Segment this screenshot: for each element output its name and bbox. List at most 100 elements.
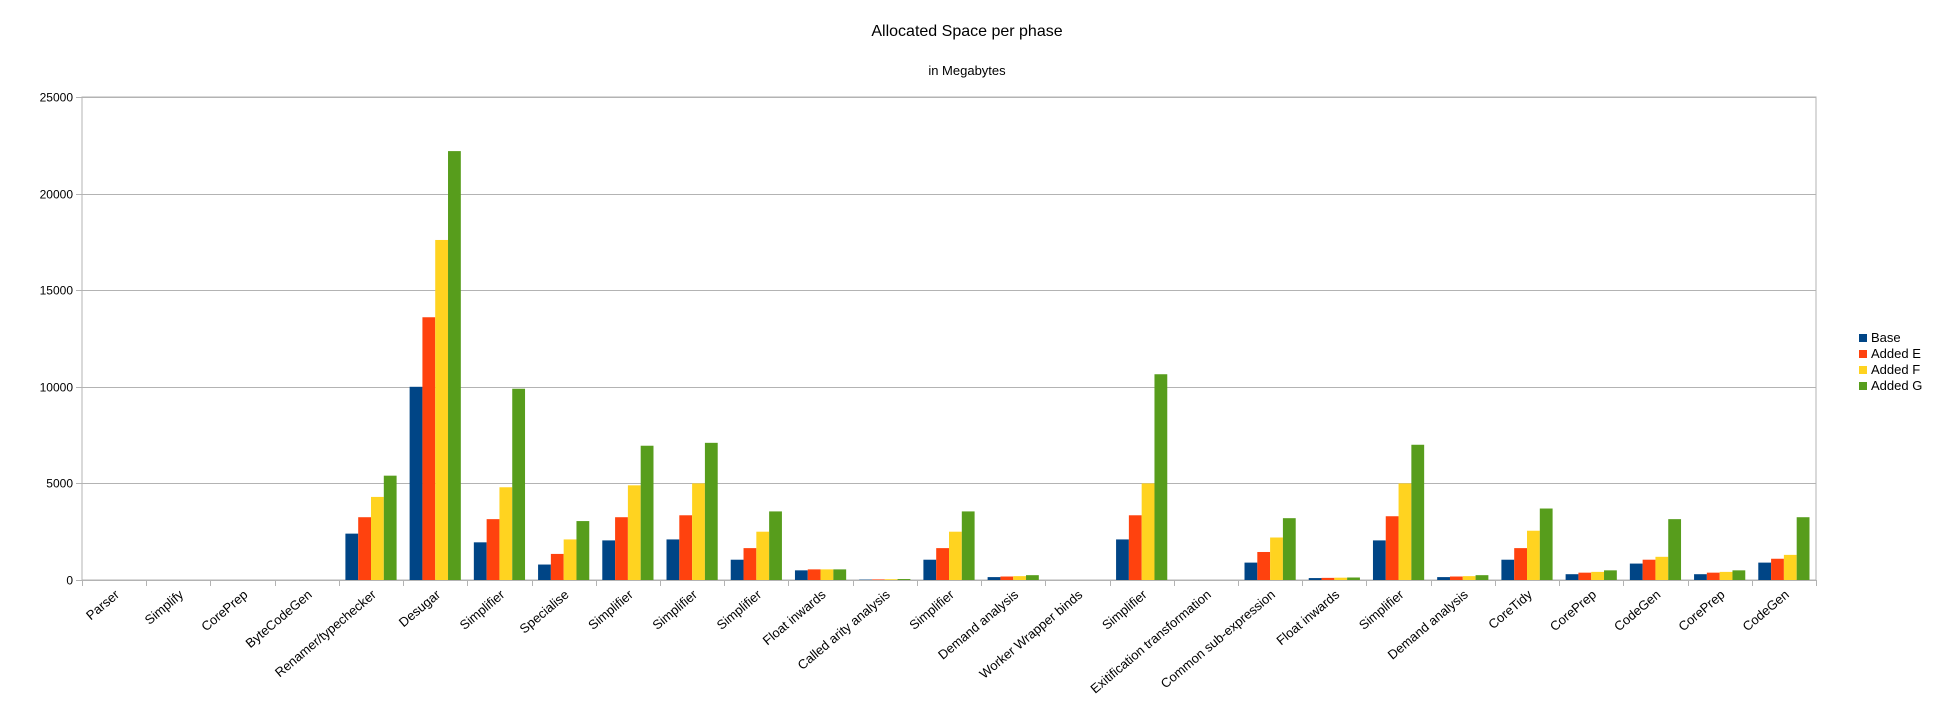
bar [499,487,513,580]
bar [1796,517,1810,580]
y-tick-label: 0 [66,574,73,588]
legend-label: Added G [1871,378,1922,393]
category-label: Simplifier [906,586,957,632]
category-label: Common sub-expression [1158,587,1278,691]
bar [1758,562,1772,580]
bar [1398,483,1412,580]
category-label: Worker Wrapper binds [976,586,1085,681]
y-axis: 0 5000 10000 15000 20000 25000 [40,91,82,588]
y-tick-label: 20000 [40,188,74,202]
category-label: Desugar [396,586,444,630]
y-tick-label: 5000 [46,477,73,491]
bar [1719,571,1733,580]
y-tick-label: 10000 [40,381,74,395]
bar [704,442,718,580]
category-label: Simplifier [714,586,765,632]
bar [949,531,962,580]
category-label: CorePrep [1675,587,1727,634]
category-label: CodeGen [1611,587,1663,634]
bar [1629,563,1643,580]
bar [1257,551,1271,580]
bar [1347,577,1360,580]
legend-label: Added E [1871,346,1921,361]
bar [833,569,847,580]
bar [627,485,641,580]
bar [769,511,782,580]
category-label: Simplifier [585,586,636,632]
bar [1270,537,1283,580]
legend-swatch [1859,366,1867,374]
bar [1026,575,1039,580]
bar [923,559,937,580]
bar [383,475,397,580]
bar [538,564,551,580]
bar [679,515,693,580]
category-label: CodeGen [1740,587,1792,634]
bar [1706,572,1720,580]
bar [1539,508,1553,580]
x-axis: Parser Simplify CorePrepByteCodeGenRenamer… [82,580,1817,696]
bars [345,151,1810,580]
plot-frame [81,96,1817,581]
bar [1771,558,1784,580]
bar [1244,562,1258,580]
bar [1449,576,1463,580]
category-label: Simplifier [1099,586,1150,632]
bar [1591,571,1605,580]
bar [987,577,1001,580]
bar [409,386,423,580]
category-label: Parser [83,586,122,623]
bar [1475,575,1489,580]
bar [1334,577,1348,580]
bar [435,239,449,580]
bar [1437,577,1450,580]
bar [936,548,949,580]
bar [1694,574,1707,580]
bar [563,539,577,580]
category-label: Simplify [142,586,187,627]
category-label: Float inwards [1273,586,1342,648]
category-label: Specialise [517,587,572,637]
legend-swatch [1859,350,1867,358]
bar [1527,530,1540,580]
category-label: Exitification transformation [1087,587,1213,696]
bar [1642,559,1656,580]
bar [666,539,680,580]
gridlines [81,96,1817,581]
bar [512,388,526,580]
bar [1154,374,1168,580]
bar [1578,572,1592,580]
y-tick-label: 25000 [40,91,74,105]
bar [422,317,436,580]
category-label: Simplifier [1356,586,1407,632]
bar [730,559,744,580]
bar [1668,519,1682,580]
category-label: CoreTidy [1485,586,1535,631]
bar [1000,576,1014,580]
bar [358,517,371,580]
bar [1116,539,1129,580]
legend-swatch [1859,382,1867,390]
bar [820,569,834,580]
bar [756,531,770,580]
bar [884,579,898,580]
bar [371,496,384,580]
category-label: CorePrep [198,587,250,634]
bar [1308,578,1322,580]
bar [1732,570,1746,580]
bar [1372,540,1386,580]
bar [1783,554,1797,580]
bar [1385,516,1399,580]
bar [871,579,885,580]
chart-subtitle: in Megabytes [928,63,1006,78]
bar [1321,577,1335,580]
bar [1462,576,1476,580]
bar [550,553,564,580]
category-label: Simplifier [649,586,700,632]
bar [345,533,359,580]
bar [1514,548,1527,580]
bar [897,579,911,580]
bar [807,569,821,580]
bar [692,483,705,580]
